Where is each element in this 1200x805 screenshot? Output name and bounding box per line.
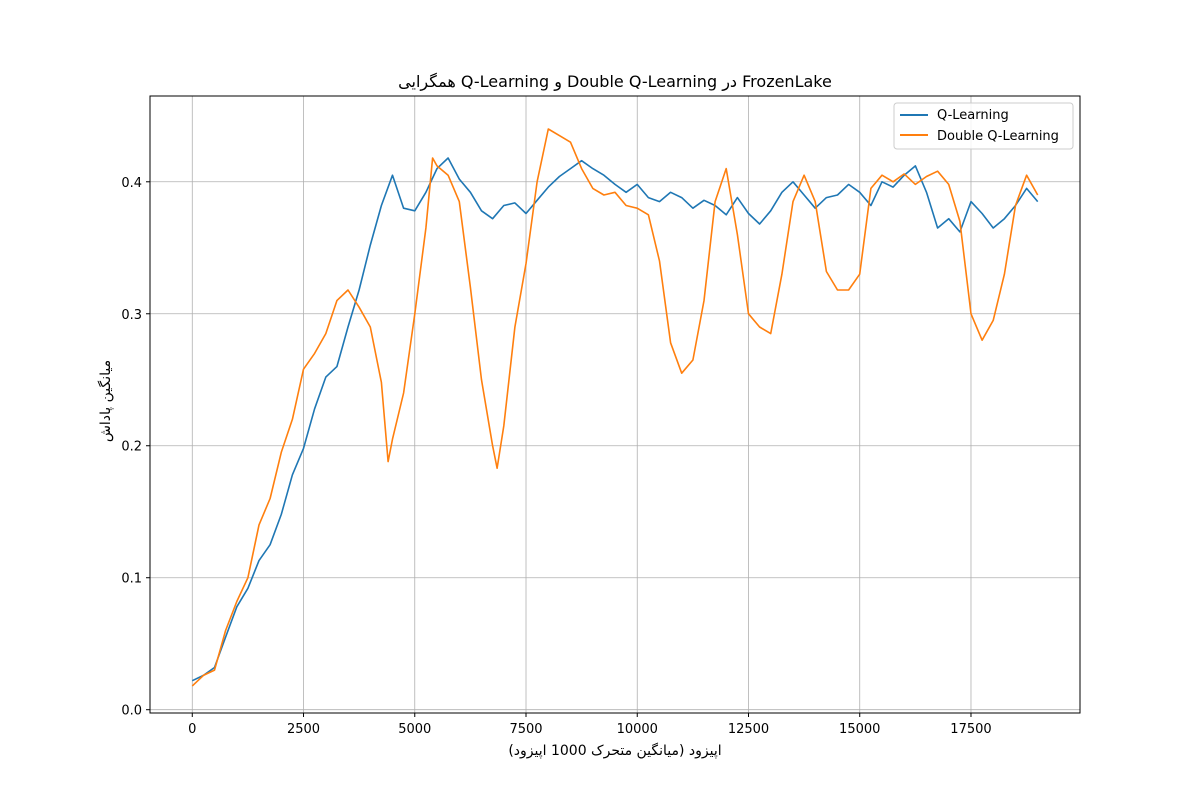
series-line-q-learning [191,157,1039,682]
grid [150,96,1080,713]
x-tick-label: 5000 [398,722,431,737]
y-tick-label: 0.0 [121,704,142,719]
x-tick-label: 0 [188,722,196,737]
legend-label-double-q-learning: Double Q-Learning [937,129,1059,144]
chart-title: همگرایی Q-Learning و Double Q-Learning د… [398,72,832,92]
y-tick-label: 0.3 [121,308,142,323]
y-tick-label: 0.1 [121,572,142,587]
legend-label-q-learning: Q-Learning [937,108,1009,123]
x-tick-label: 7500 [509,722,542,737]
legend: Q-Learning Double Q-Learning [893,102,1074,150]
legend-box [893,102,1074,150]
x-axis-ticks: 0 2500 5000 7500 10000 12500 15000 17500 [188,713,992,737]
series-line-double-q-learning [191,128,1039,687]
y-tick-label: 0.4 [121,176,142,191]
x-tick-label: 10000 [617,722,658,737]
y-axis-ticks: 0.0 0.1 0.2 0.3 0.4 [121,176,150,719]
x-tick-label: 17500 [950,722,991,737]
y-axis-label: میانگین پاداش [97,360,114,442]
plot-frame [149,95,1081,714]
x-tick-label: 12500 [728,722,769,737]
x-tick-label: 15000 [839,722,880,737]
series-lines [191,128,1039,687]
x-tick-label: 2500 [287,722,320,737]
y-tick-label: 0.2 [121,440,142,455]
x-axis-label: اپیزود (میانگین متحرک 1000 اپیزود) [508,742,721,759]
